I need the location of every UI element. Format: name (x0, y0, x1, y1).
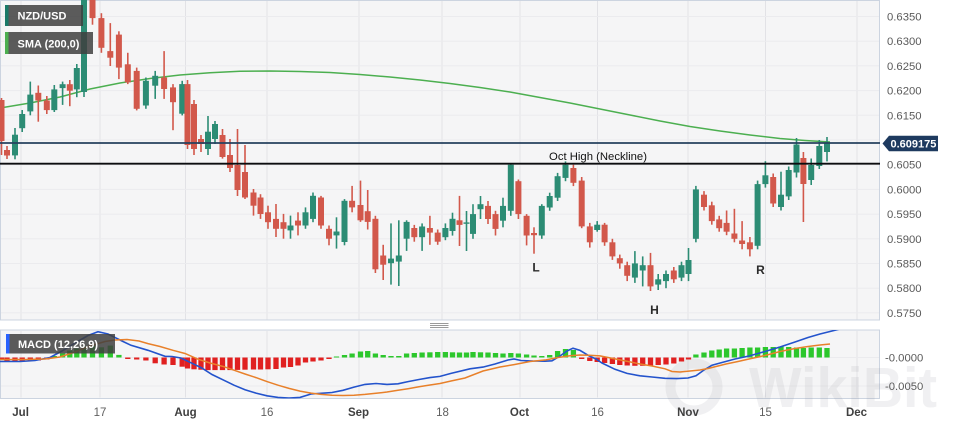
svg-text:NZD/USD: NZD/USD (18, 11, 67, 23)
svg-text:Aug: Aug (174, 407, 196, 419)
svg-text:15: 15 (759, 407, 772, 419)
svg-text:0.6200: 0.6200 (887, 86, 922, 98)
svg-text:Sep: Sep (348, 407, 369, 419)
svg-text:17: 17 (94, 407, 107, 419)
svg-text:18: 18 (436, 407, 449, 419)
svg-text:16: 16 (591, 407, 604, 419)
svg-text:0.6150: 0.6150 (887, 110, 922, 122)
svg-text:MACD (12,26,9): MACD (12,26,9) (18, 339, 98, 351)
svg-text:0.6300: 0.6300 (887, 36, 922, 48)
svg-text:0.5900: 0.5900 (887, 234, 922, 246)
svg-text:Oct High (Neckline): Oct High (Neckline) (549, 151, 647, 163)
svg-text:0.6050: 0.6050 (887, 160, 922, 172)
svg-text:Dec: Dec (846, 407, 868, 419)
svg-text:R: R (756, 263, 765, 277)
svg-text:L: L (532, 261, 539, 275)
svg-text:Oct: Oct (510, 407, 529, 419)
svg-text:16: 16 (261, 407, 274, 419)
svg-text:0.6250: 0.6250 (887, 61, 922, 73)
svg-text:0.6350: 0.6350 (887, 12, 922, 24)
svg-text:WikiBit: WikiBit (749, 356, 937, 420)
svg-text:0.5850: 0.5850 (887, 259, 922, 271)
svg-text:-0.0000: -0.0000 (885, 353, 923, 365)
svg-text:-0.0050: -0.0050 (885, 381, 923, 393)
svg-text:0.6000: 0.6000 (887, 184, 922, 196)
svg-text:H: H (650, 303, 659, 317)
svg-text:Nov: Nov (677, 407, 699, 419)
svg-text:Jul: Jul (12, 407, 29, 419)
svg-text:SMA (200,0): SMA (200,0) (18, 39, 80, 51)
svg-text:0.5950: 0.5950 (887, 209, 922, 221)
svg-text:0.5750: 0.5750 (887, 308, 922, 320)
svg-text:0.609175: 0.609175 (891, 139, 937, 151)
svg-text:0.5800: 0.5800 (887, 283, 922, 295)
